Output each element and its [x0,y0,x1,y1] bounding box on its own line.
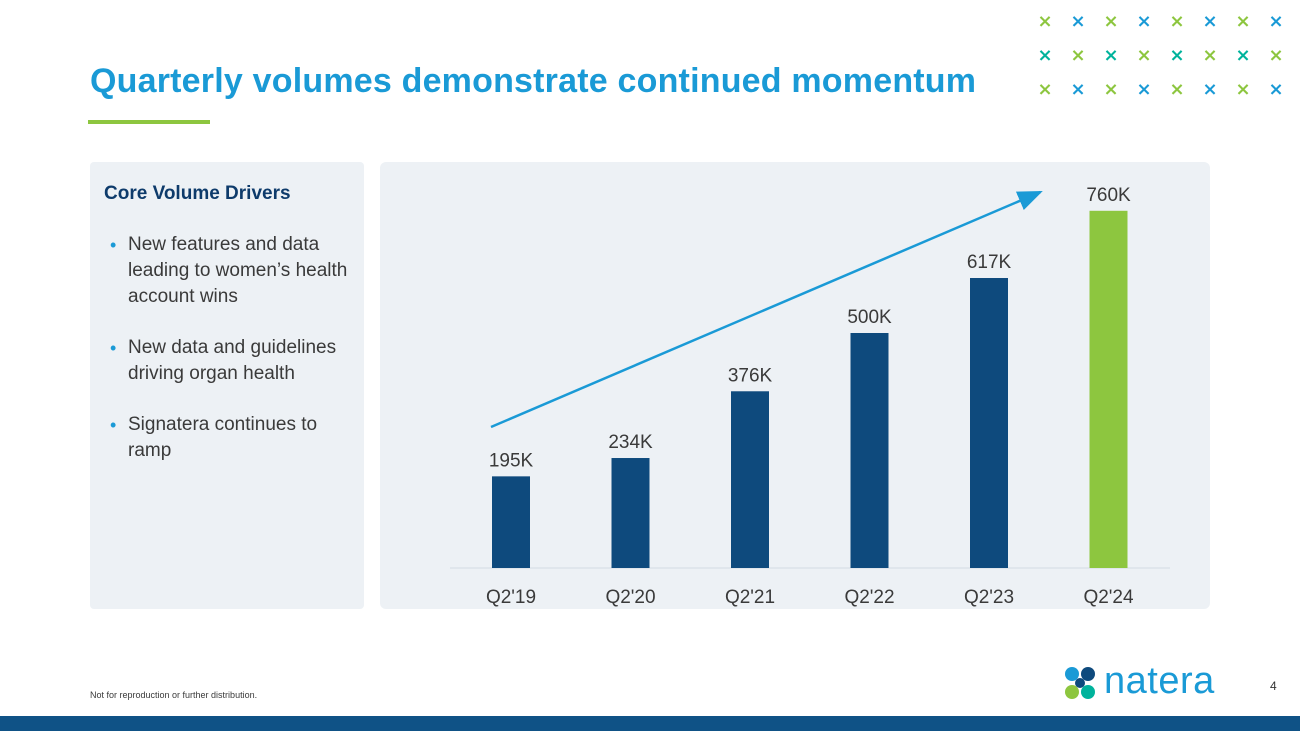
x-decoration-icon: × [1136,45,1152,66]
x-decoration-icon: × [1103,79,1119,100]
logo-mark-icon [1065,667,1095,699]
drivers-list: • New features and data leading to women’… [104,232,354,489]
footer-note: Not for reproduction or further distribu… [90,690,258,700]
x-tick-label: Q2'20 [605,587,655,608]
x-decoration-icon: × [1169,11,1185,32]
x-decoration-icon: × [1070,79,1086,100]
drivers-heading: Core Volume Drivers [104,183,291,204]
x-decoration-icon: × [1202,45,1218,66]
data-label: 617K [967,252,1012,273]
bar-Q2'24 [1089,210,1128,569]
x-decoration-icon: × [1136,79,1152,100]
bar-Q2'23 [970,278,1008,568]
page-title: Quarterly volumes demonstrate continued … [90,62,977,100]
x-decoration-icon: × [1070,45,1086,66]
bottom-bar [0,716,1300,731]
x-decoration-icon: × [1268,11,1284,32]
list-item: • New features and data leading to women’… [104,232,354,310]
volume-bar-chart: 195K Q2'19 234K Q2'20 376K Q2'21 500K Q2'22 617K… [450,185,1170,608]
x-tick-label: Q2'21 [725,587,775,608]
x-decoration-icon: × [1037,79,1053,100]
x-decoration-icon: × [1235,79,1251,100]
x-decoration-icon: × [1169,45,1185,66]
page-number: 4 [1270,679,1277,693]
natera-logo: natera [1060,660,1230,706]
driver-text: New features and data leading to women’s… [128,234,348,307]
data-label: 760K [1086,185,1131,206]
bar-Q2'19 [492,476,530,568]
x-decoration-icon: × [1268,45,1284,66]
data-label: 376K [728,365,773,386]
title-underline [88,120,210,124]
driver-text: New data and guidelines driving organ he… [128,337,337,384]
x-tick-label: Q2'19 [486,587,536,608]
list-item: • Signatera continues to ramp [104,412,354,464]
logo-text: natera [1104,660,1215,702]
drivers-panel: Core Volume Drivers • New features and da… [90,162,364,609]
data-label: 195K [489,450,534,471]
x-decoration-icon: × [1169,79,1185,100]
bullet-icon: • [110,415,117,435]
data-label: 234K [608,432,653,453]
x-tick-label: Q2'24 [1083,587,1134,608]
decorative-x-pattern: × × × × × × × × × × × × × × × × × × × × × × × × [1036,10,1286,105]
bar-Q2'22 [850,333,889,568]
x-tick-label: Q2'23 [964,587,1014,608]
x-decoration-icon: × [1202,11,1218,32]
x-decoration-icon: × [1103,11,1119,32]
x-decoration-icon: × [1235,11,1251,32]
x-tick-label: Q2'22 [844,587,894,608]
bullet-icon: • [110,235,117,255]
x-decoration-icon: × [1235,45,1251,66]
chart-panel: 195K Q2'19 234K Q2'20 376K Q2'21 500K Q2'22 617K… [380,162,1210,609]
x-decoration-icon: × [1037,11,1053,32]
x-decoration-icon: × [1268,79,1284,100]
x-decoration-icon: × [1103,45,1119,66]
bar-Q2'20 [611,458,650,568]
x-decoration-icon: × [1037,45,1053,66]
bar-Q2'21 [731,391,769,568]
list-item: • New data and guidelines driving organ h… [104,335,354,387]
driver-text: Signatera continues to ramp [128,414,318,461]
x-decoration-icon: × [1136,11,1152,32]
trend-arrow [490,190,1043,429]
x-decoration-icon: × [1070,11,1086,32]
bullet-icon: • [110,338,117,358]
x-decoration-icon: × [1202,79,1218,100]
data-label: 500K [847,307,892,328]
